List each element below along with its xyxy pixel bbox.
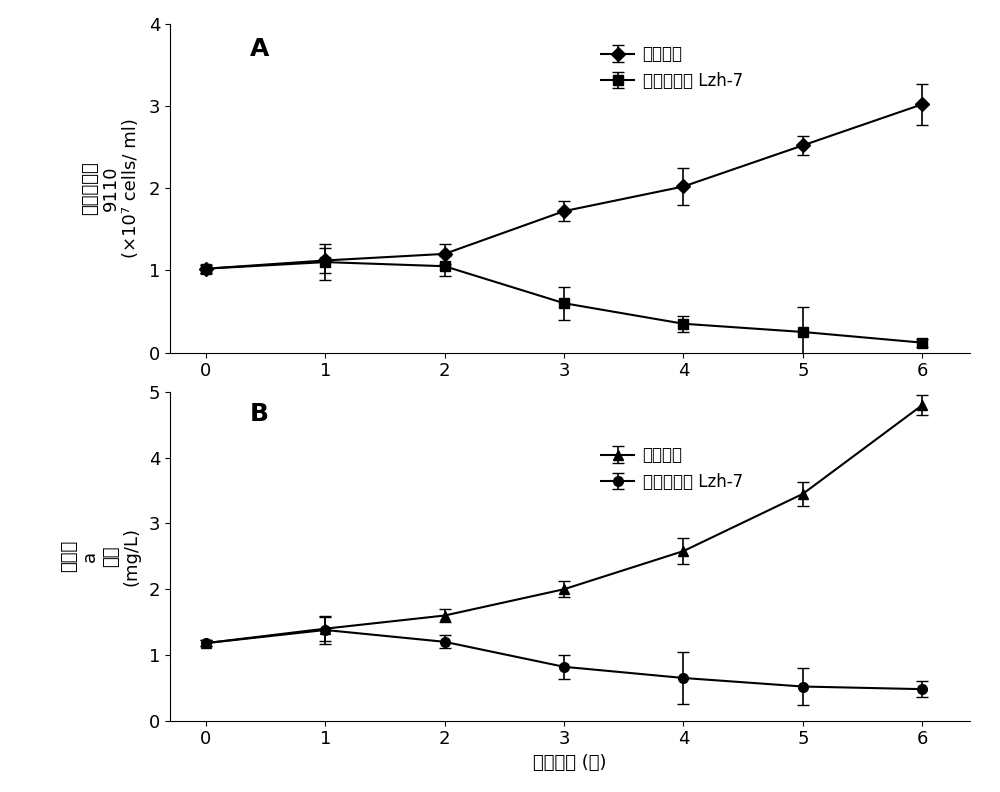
Text: A: A <box>250 37 269 61</box>
Text: B: B <box>250 402 269 426</box>
Legend: 空白对照, 寄养单胞菌 Lzh-7: 空白对照, 寄养单胞菌 Lzh-7 <box>594 440 749 497</box>
Legend: 空白对照, 寄养单胞菌 Lzh-7: 空白对照, 寄养单胞菌 Lzh-7 <box>594 39 749 97</box>
Y-axis label: 锅绿微囊藻
9110
(×10⁷ cells/ ml): 锅绿微囊藻 9110 (×10⁷ cells/ ml) <box>81 118 140 258</box>
X-axis label: 培养时间 (天): 培养时间 (天) <box>533 754 607 772</box>
Y-axis label: 叶绿素
a
浓度
(mg/L): 叶绿素 a 浓度 (mg/L) <box>60 527 140 586</box>
